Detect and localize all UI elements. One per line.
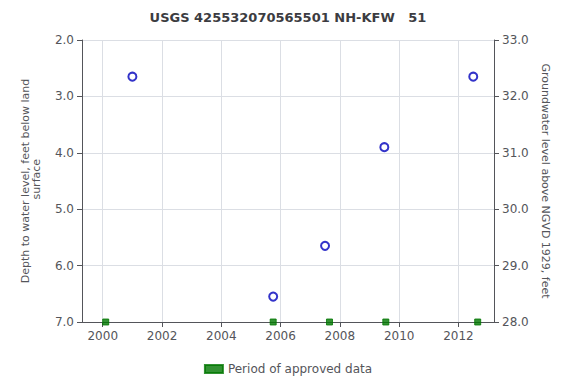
svg-text:2000: 2000 [87,329,118,343]
svg-text:31.0: 31.0 [502,146,529,160]
svg-text:2012: 2012 [443,329,474,343]
svg-text:28.0: 28.0 [502,315,529,329]
svg-text:32.0: 32.0 [502,89,529,103]
svg-text:2008: 2008 [325,329,356,343]
svg-text:30.0: 30.0 [502,202,529,216]
svg-text:3.0: 3.0 [55,89,74,103]
svg-text:2010: 2010 [384,329,415,343]
svg-text:Period of approved data: Period of approved data [228,362,372,376]
svg-text:2002: 2002 [147,329,178,343]
svg-text:USGS 425532070565501 NH-KFW: USGS 425532070565501 NH-KFW 51 [150,10,427,25]
svg-text:5.0: 5.0 [55,202,74,216]
svg-text:2006: 2006 [265,329,296,343]
svg-text:Depth to water level, feet bel: Depth to water level, feet below land [19,78,32,284]
svg-text:2.0: 2.0 [55,33,74,47]
svg-text:6.0: 6.0 [55,259,74,273]
svg-text:2004: 2004 [206,329,237,343]
svg-text:29.0: 29.0 [502,259,529,273]
svg-text:33.0: 33.0 [502,33,529,47]
svg-text:Groundwater level above NGVD 1: Groundwater level above NGVD 1929, feet [539,63,552,299]
svg-text:surface: surface [30,159,43,203]
svg-text:7.0: 7.0 [55,315,74,329]
svg-text:4.0: 4.0 [55,146,74,160]
